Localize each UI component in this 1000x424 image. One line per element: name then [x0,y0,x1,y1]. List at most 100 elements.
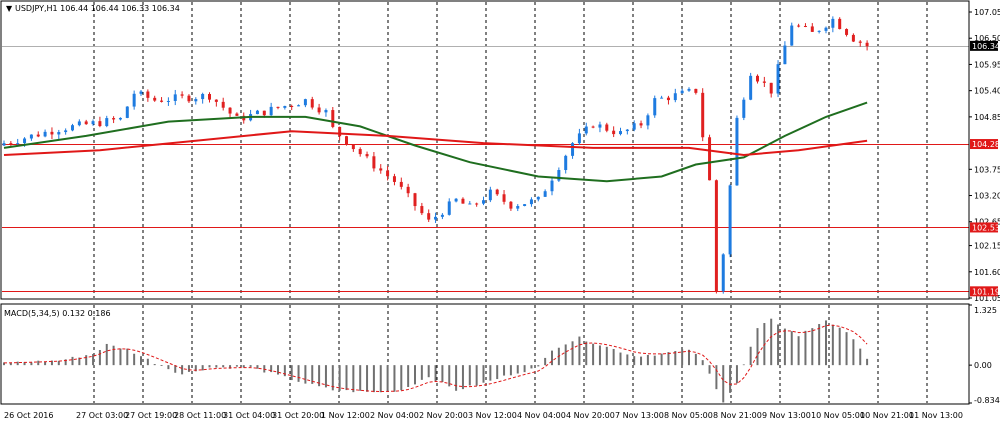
candle-body [139,91,143,94]
candle-body [858,41,862,43]
candle-body [475,203,479,205]
candle-body [625,129,629,132]
candle-body [708,137,712,181]
horizontal-level-lines [2,46,969,292]
price-tags: 106.34 104.28 102.53 101.19 [970,40,1000,297]
candle-body [454,198,458,202]
y-tick-label: 105.40 [974,87,1000,96]
moving-average-fast-line [3,101,868,183]
price-tag-label: 104.28 [972,140,1000,149]
candle-body [461,198,465,204]
candle-body [331,110,335,127]
candle-body [468,203,472,205]
y-tick-label: 104.85 [974,113,1000,122]
candle-body [297,105,301,107]
candle-body [50,131,54,135]
candle-body [482,200,485,204]
candle-body [413,193,417,207]
candle-body [701,92,705,138]
candle-body [160,100,164,102]
candle-body [324,110,328,113]
price-tag: 106.34 [970,40,1000,51]
candle-body [865,42,869,47]
candle-body [77,121,81,126]
candle-body [221,101,225,108]
y-tick-label: 0.00 [974,361,992,370]
candle-body [598,124,602,128]
macd-panel-frame [0,303,970,405]
x-tick-label: 4 Nov 20:00 [566,411,615,420]
y-tick-label: 106.50 [974,34,1000,43]
candle-body [543,191,547,197]
candle-body [29,134,33,139]
candle-body [577,133,581,144]
candle-body [420,206,424,214]
candle-body [721,254,725,292]
candle-body [173,94,177,101]
x-tick-label: 9 Nov 13:00 [762,411,811,420]
x-tick-label: 8 Nov 21:00 [713,411,762,420]
candle-body [550,180,554,192]
price-tag: 101.19 [970,286,1000,297]
candle-body [495,189,499,195]
candle-body [283,106,287,108]
x-tick-label: 26 Oct 2016 [4,411,53,420]
candle-body [269,106,273,116]
price-tag-box [970,139,998,150]
candle-body [372,156,376,169]
price-tag: 104.28 [970,139,1000,150]
candle-body [427,213,431,220]
collapse-arrow-icon[interactable]: ▼ [6,4,13,13]
candle-body [612,130,616,135]
candle-body [310,99,314,108]
candle-body [694,88,698,93]
y-tick-label: 102.65 [974,218,1000,227]
candle-body [735,117,739,186]
candle-body [714,180,718,292]
candle-body [529,199,533,205]
candle-body [742,99,746,118]
candle-body [680,90,684,94]
candle-body [84,121,88,125]
candle-body [557,170,561,181]
candle-body [536,196,540,200]
candle-body [399,181,403,187]
main-panel-frame [0,0,970,300]
candle-body [803,25,807,27]
x-tick-label: 28 Oct 11:00 [174,411,226,420]
candle-body [591,126,595,128]
candle-body [673,93,677,101]
candle-body [255,110,259,115]
candle-body [516,206,520,209]
candle-body [632,123,636,130]
x-tick-label: 7 Nov 13:00 [615,411,664,420]
candle-body [290,106,294,108]
price-tag-label: 102.53 [972,223,1000,232]
candle-body [345,136,348,145]
price-tag-box [970,40,998,51]
candle-body [303,99,307,106]
price-tag-box [970,222,998,233]
price-tag-label: 106.34 [972,42,1000,51]
candle-body [105,118,109,127]
candle-body [447,201,451,215]
candle-body [57,132,61,135]
candle-body [769,82,773,94]
y-tick-label: 107.05 [974,8,1000,17]
candle-body [687,88,691,91]
candle-body [646,115,650,126]
candle-body [358,149,362,155]
macd-header: MACD(5,34,5) 0.132 0.186 [4,309,111,318]
candle-body [112,118,116,120]
candle-body [338,126,342,137]
y-tick-label: 103.75 [974,165,1000,174]
candle-body [276,106,280,108]
candle-body [36,134,40,137]
candle-body [762,81,766,83]
candle-body [605,124,609,131]
candle-body [262,110,266,116]
macd-signal-line [3,324,868,393]
candle-body [118,117,122,120]
candle-body [523,204,527,207]
